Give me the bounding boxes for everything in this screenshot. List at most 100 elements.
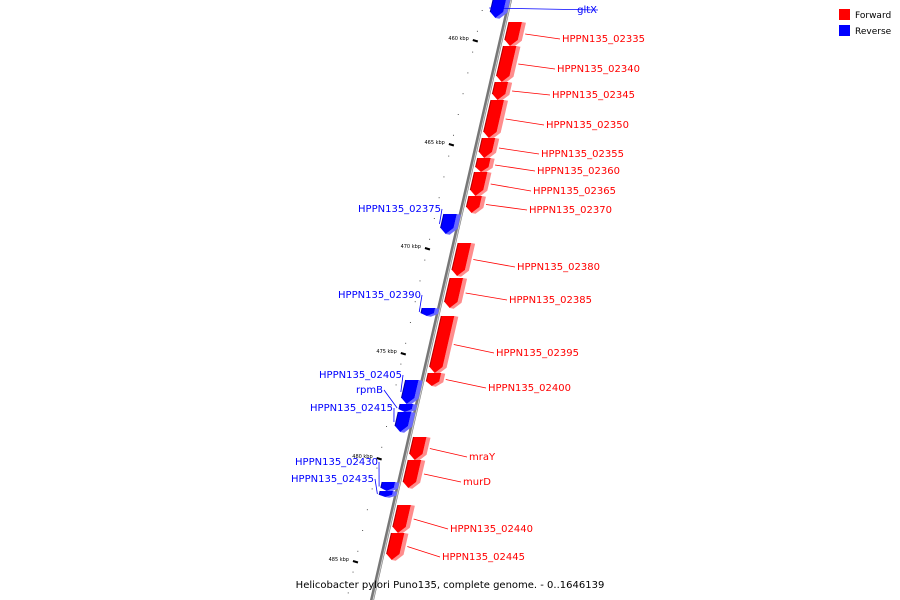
- gene-leader-line: [512, 90, 551, 96]
- gene-leader-line: [383, 389, 398, 409]
- scale-minor-tick: [448, 155, 450, 157]
- forward-gene-arrow[interactable]: [425, 372, 446, 387]
- gene-arrow-edge: [491, 81, 496, 95]
- gene-label[interactable]: HPPN135_02360: [537, 166, 620, 177]
- gene-label[interactable]: HPPN135_02415: [310, 403, 393, 414]
- scale-tick-label: 480 kbp: [352, 454, 372, 460]
- forward-gene-arrow[interactable]: [386, 532, 409, 561]
- reverse-gene-arrow[interactable]: [400, 379, 423, 405]
- gene-label[interactable]: HPPN135_02365: [533, 186, 616, 197]
- scale-tick-label: 475 kbp: [376, 349, 396, 355]
- scale-minor-tick: [481, 10, 483, 11]
- gene-arrow-edge: [496, 45, 504, 77]
- gene-leader-line: [413, 518, 449, 530]
- gene-arrow-face: [490, 0, 506, 18]
- gene-leader-line: [490, 183, 532, 192]
- gene-arrow-side: [457, 243, 476, 277]
- scale-minor-tick: [395, 384, 397, 386]
- gene-label[interactable]: HPPN135_02340: [557, 64, 640, 75]
- gene-arrow-side: [495, 0, 511, 19]
- scale-minor-tick: [371, 488, 373, 490]
- gene-label[interactable]: HPPN135_02405: [319, 370, 402, 381]
- legend-label-forward: Forward: [855, 11, 891, 21]
- gene-arrow-edge: [378, 490, 381, 496]
- gene-label[interactable]: HPPN135_02395: [496, 348, 579, 359]
- scale-tick: [424, 247, 431, 251]
- forward-gene-arrow[interactable]: [392, 504, 415, 534]
- forward-gene-arrow[interactable]: [475, 157, 495, 173]
- forward-gene-arrow[interactable]: [478, 137, 500, 159]
- gene-label[interactable]: HPPN135_02380: [517, 262, 600, 273]
- scale-minor-tick: [386, 426, 388, 427]
- forward-gene-arrow[interactable]: [483, 99, 508, 139]
- gene-leader-line: [418, 294, 423, 313]
- reverse-gene-arrow[interactable]: [394, 411, 416, 433]
- forward-gene-arrow[interactable]: [469, 171, 492, 197]
- reverse-gene-arrow[interactable]: [398, 403, 418, 413]
- reverse-gene-arrow[interactable]: [380, 481, 400, 492]
- gene-arrow-edge: [409, 436, 414, 455]
- gene-leader-line: [429, 448, 468, 458]
- gene-label[interactable]: HPPN135_02335: [562, 34, 645, 45]
- gene-arrow-edge: [386, 532, 392, 555]
- gene-layer: [378, 0, 526, 561]
- gene-label[interactable]: rpmB: [356, 385, 383, 396]
- gene-arrow-edge: [398, 403, 401, 410]
- scale-minor-tick: [390, 405, 392, 407]
- gene-label[interactable]: HPPN135_02385: [509, 295, 592, 306]
- reverse-gene-arrow[interactable]: [420, 307, 440, 317]
- forward-gene-arrow[interactable]: [465, 195, 486, 214]
- gene-leader-line: [518, 63, 556, 70]
- forward-gene-arrow[interactable]: [409, 436, 431, 461]
- gene-arrow-edge: [469, 171, 475, 191]
- forward-gene-arrow[interactable]: [491, 81, 513, 101]
- gene-label[interactable]: HPPN135_02375: [358, 204, 441, 215]
- gene-leader-line: [423, 473, 462, 483]
- gene-label[interactable]: HPPN135_02400: [488, 383, 571, 394]
- genome-backbone: [369, 0, 513, 600]
- gene-leader-line: [485, 204, 528, 211]
- reverse-gene-arrow[interactable]: [489, 0, 511, 19]
- scale-tick-label: 465 kbp: [424, 140, 444, 146]
- gene-label[interactable]: HPPN135_02355: [541, 149, 624, 160]
- gene-arrow-edge: [380, 481, 383, 488]
- scale-minor-tick: [476, 30, 478, 32]
- forward-gene-arrow[interactable]: [504, 21, 526, 47]
- reverse-gene-arrow[interactable]: [440, 213, 461, 235]
- forward-gene-arrow[interactable]: [451, 242, 476, 277]
- gene-arrow-side: [445, 214, 461, 235]
- gene-leader-line: [498, 147, 540, 155]
- gene-arrow-edge: [400, 379, 407, 399]
- gene-arrow-face: [392, 505, 411, 533]
- gene-leader-line: [465, 292, 508, 301]
- gene-label[interactable]: HPPN135_02345: [552, 90, 635, 101]
- gene-label[interactable]: HPPN135_02370: [529, 205, 612, 216]
- gene-label[interactable]: HPPN135_02350: [546, 120, 629, 131]
- gene-arrow-face: [420, 308, 436, 316]
- gene-label[interactable]: HPPN135_02390: [338, 290, 421, 301]
- forward-gene-arrow[interactable]: [402, 459, 426, 489]
- gene-arrow-side: [501, 46, 521, 83]
- gene-arrow-edge: [475, 157, 479, 168]
- gene-arrow-side: [400, 412, 416, 433]
- gene-leader-line: [525, 33, 561, 40]
- gene-label[interactable]: HPPN135_02430: [295, 457, 378, 468]
- gene-arrow-face: [444, 278, 464, 308]
- gene-arrow-edge: [489, 0, 494, 13]
- gene-label[interactable]: HPPN135_02435: [291, 474, 374, 485]
- gene-label[interactable]: HPPN135_02440: [450, 524, 533, 535]
- gene-label[interactable]: gltX: [577, 5, 597, 16]
- forward-gene-arrow[interactable]: [429, 315, 459, 374]
- forward-gene-arrow[interactable]: [444, 277, 468, 309]
- gene-arrow-side: [509, 22, 526, 47]
- scale-tick: [376, 457, 382, 461]
- scale-minor-tick: [429, 238, 431, 240]
- scale-minor-tick: [424, 259, 426, 261]
- gene-leader-line: [494, 164, 536, 172]
- gene-label[interactable]: murD: [463, 477, 491, 488]
- gene-label[interactable]: HPPN135_02445: [442, 552, 525, 563]
- scale-tick: [352, 560, 359, 564]
- gene-label[interactable]: mraY: [469, 452, 496, 463]
- reverse-gene-arrow[interactable]: [378, 490, 398, 498]
- forward-gene-arrow[interactable]: [496, 45, 521, 83]
